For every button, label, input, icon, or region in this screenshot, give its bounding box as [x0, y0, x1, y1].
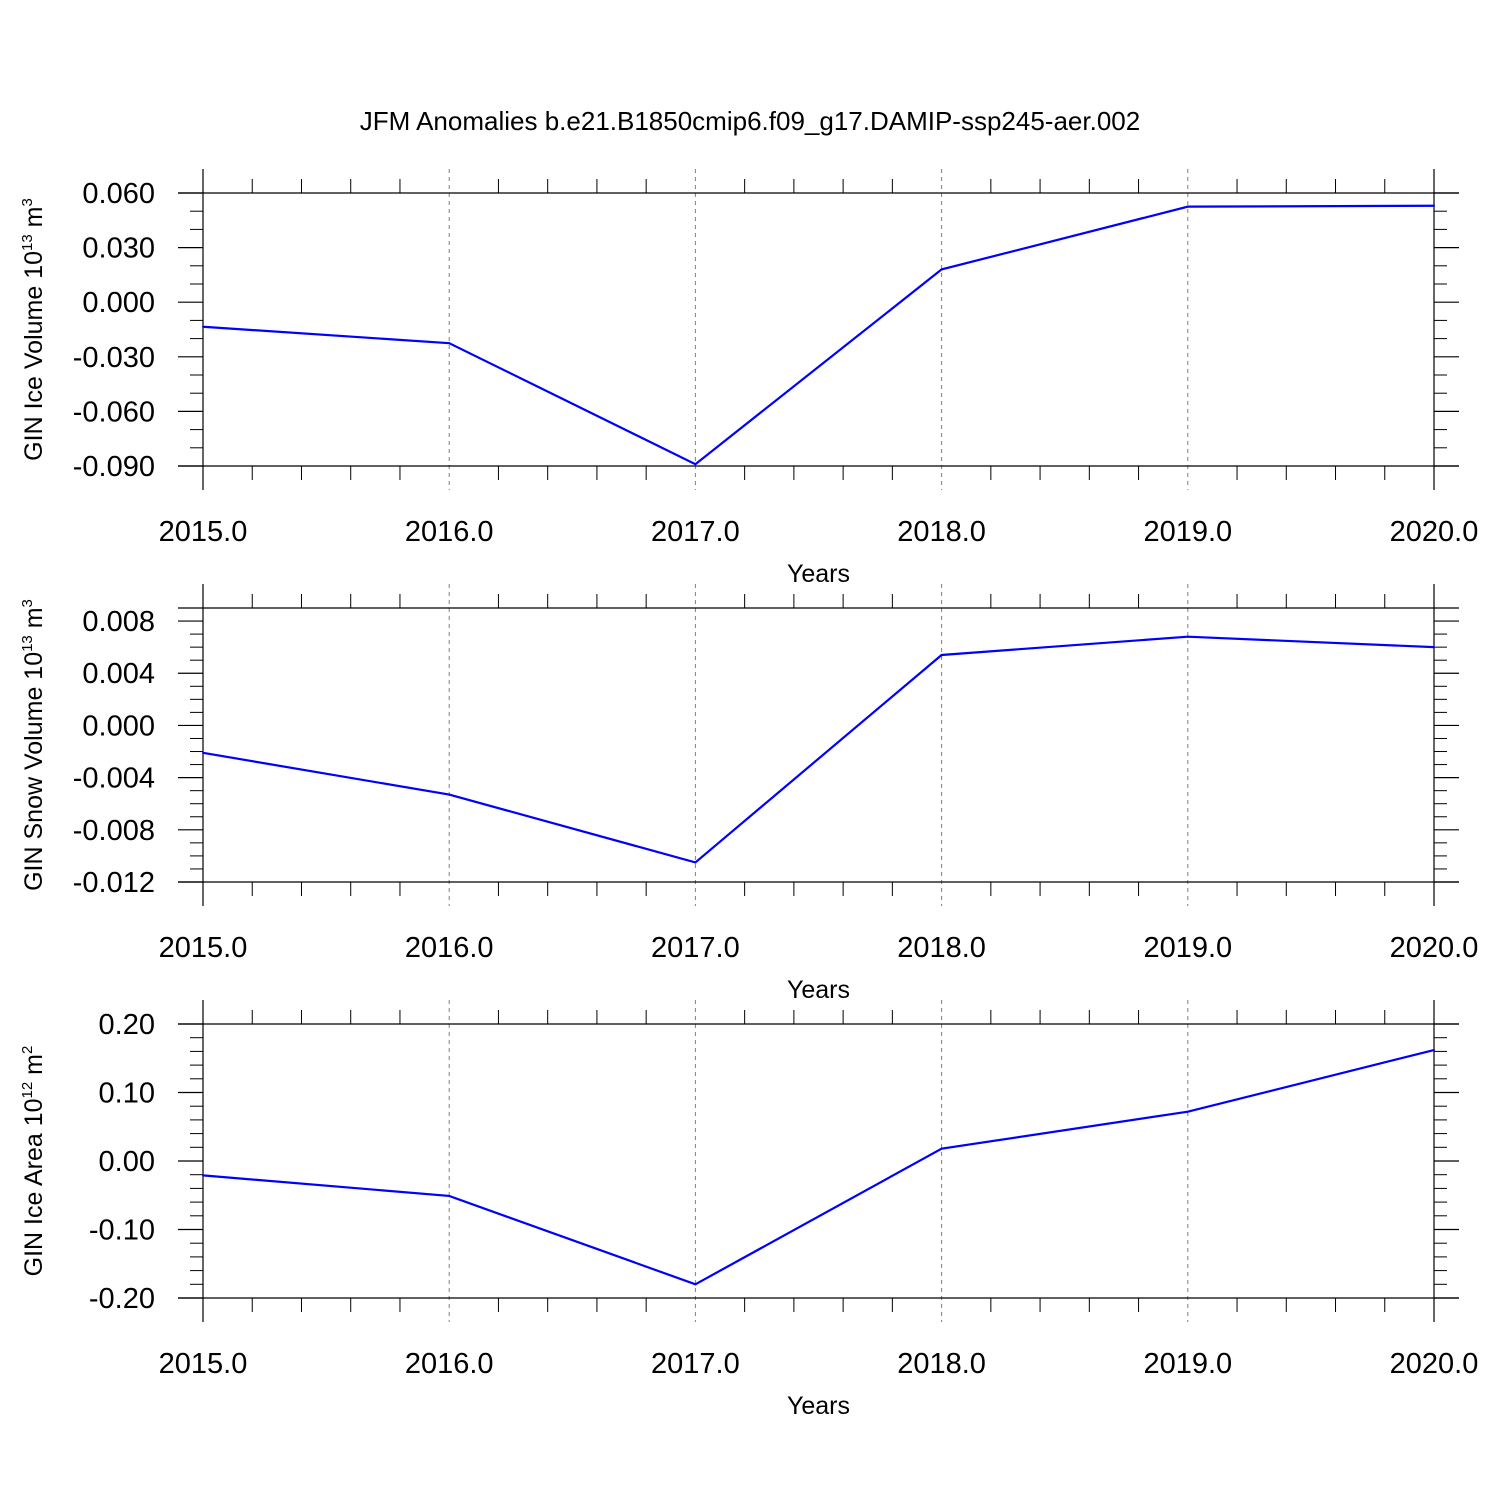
y-tick-label: -0.10 — [89, 1215, 155, 1247]
series-line — [202, 1048, 1435, 1286]
x-tick-label: 2019.0 — [1143, 932, 1232, 964]
panel-1: 0.060 0.030 0.000 -0.030 -0.060 -0.090 2015.0 2… — [19, 169, 1478, 588]
x-axis-label: Years — [787, 560, 850, 588]
y-tick-label: -0.030 — [73, 342, 155, 374]
series-line — [202, 204, 1435, 466]
x-tick-label: 2017.0 — [651, 516, 740, 548]
y-tick-label: 0.060 — [82, 178, 155, 210]
data-point — [1433, 646, 1435, 649]
x-tick-label: 2019.0 — [1143, 516, 1232, 548]
data-point — [448, 342, 451, 345]
data-point — [202, 751, 204, 754]
y-tick-label: 0.10 — [99, 1078, 155, 1110]
x-tick-label: 2015.0 — [159, 1348, 248, 1380]
y-axis-label: GIN Ice Volume 1013 m3 — [19, 198, 48, 461]
x-tick-label: 2018.0 — [897, 516, 986, 548]
x-tick-label: 2016.0 — [405, 1348, 494, 1380]
y-axis-label: GIN Snow Volume 1013 m3 — [19, 599, 48, 891]
x-axis-label: Years — [787, 1392, 850, 1420]
data-point — [448, 1194, 451, 1197]
y-tick-label: -0.090 — [73, 451, 155, 483]
data-point — [940, 653, 943, 656]
data-point — [694, 463, 697, 466]
data-point — [202, 325, 204, 328]
panels-container: 0.060 0.030 0.000 -0.030 -0.060 -0.090 2015.0 2… — [19, 169, 1478, 1420]
y-tick-label: 0.008 — [82, 606, 155, 638]
y-tick-label: 0.00 — [99, 1146, 155, 1178]
data-point — [1186, 1110, 1189, 1113]
panel-3: 0.20 0.10 0.00 -0.10 -0.20 2015.0 2016.0 2017.0… — [19, 1000, 1478, 1420]
x-axis-label: Years — [787, 976, 850, 1004]
x-tick-label: 2017.0 — [651, 1348, 740, 1380]
y-tick-label: 0.000 — [82, 287, 155, 319]
x-tick-label: 2018.0 — [897, 1348, 986, 1380]
data-point — [694, 861, 697, 864]
data-point — [940, 268, 943, 271]
y-tick-label: 0.000 — [82, 710, 155, 742]
x-tick-label: 2015.0 — [159, 932, 248, 964]
y-tick-label: -0.060 — [73, 396, 155, 428]
x-tick-label: 2016.0 — [405, 932, 494, 964]
y-tick-label: 0.20 — [99, 1009, 155, 1041]
x-tick-label: 2020.0 — [1390, 1348, 1479, 1380]
data-point — [1433, 204, 1435, 207]
figure-title: JFM Anomalies b.e21.B1850cmip6.f09_g17.D… — [360, 106, 1140, 136]
data-point — [1186, 205, 1189, 208]
y-tick-label: 0.004 — [82, 658, 155, 690]
y-tick-label: 0.030 — [82, 233, 155, 265]
x-tick-label: 2018.0 — [897, 932, 986, 964]
x-tick-label: 2020.0 — [1390, 932, 1479, 964]
data-point — [940, 1147, 943, 1150]
data-point — [1186, 635, 1189, 638]
y-tick-label: -0.008 — [73, 815, 155, 847]
x-tick-label: 2015.0 — [159, 516, 248, 548]
panel-2: 0.008 0.004 0.000 -0.004 -0.008 -0.012 2015.0 2… — [19, 584, 1478, 1004]
y-tick-label: -0.20 — [89, 1283, 155, 1315]
y-axis-label: GIN Ice Area 1012 m2 — [19, 1046, 48, 1277]
x-tick-label: 2017.0 — [651, 932, 740, 964]
data-point — [694, 1283, 697, 1286]
data-point — [1433, 1049, 1435, 1052]
data-point — [202, 1174, 204, 1177]
x-tick-label: 2016.0 — [405, 516, 494, 548]
x-tick-label: 2019.0 — [1143, 1348, 1232, 1380]
series-line — [202, 635, 1435, 864]
x-tick-label: 2020.0 — [1390, 516, 1479, 548]
y-tick-label: -0.012 — [73, 867, 155, 899]
data-point — [448, 793, 451, 796]
y-tick-label: -0.004 — [73, 763, 155, 795]
